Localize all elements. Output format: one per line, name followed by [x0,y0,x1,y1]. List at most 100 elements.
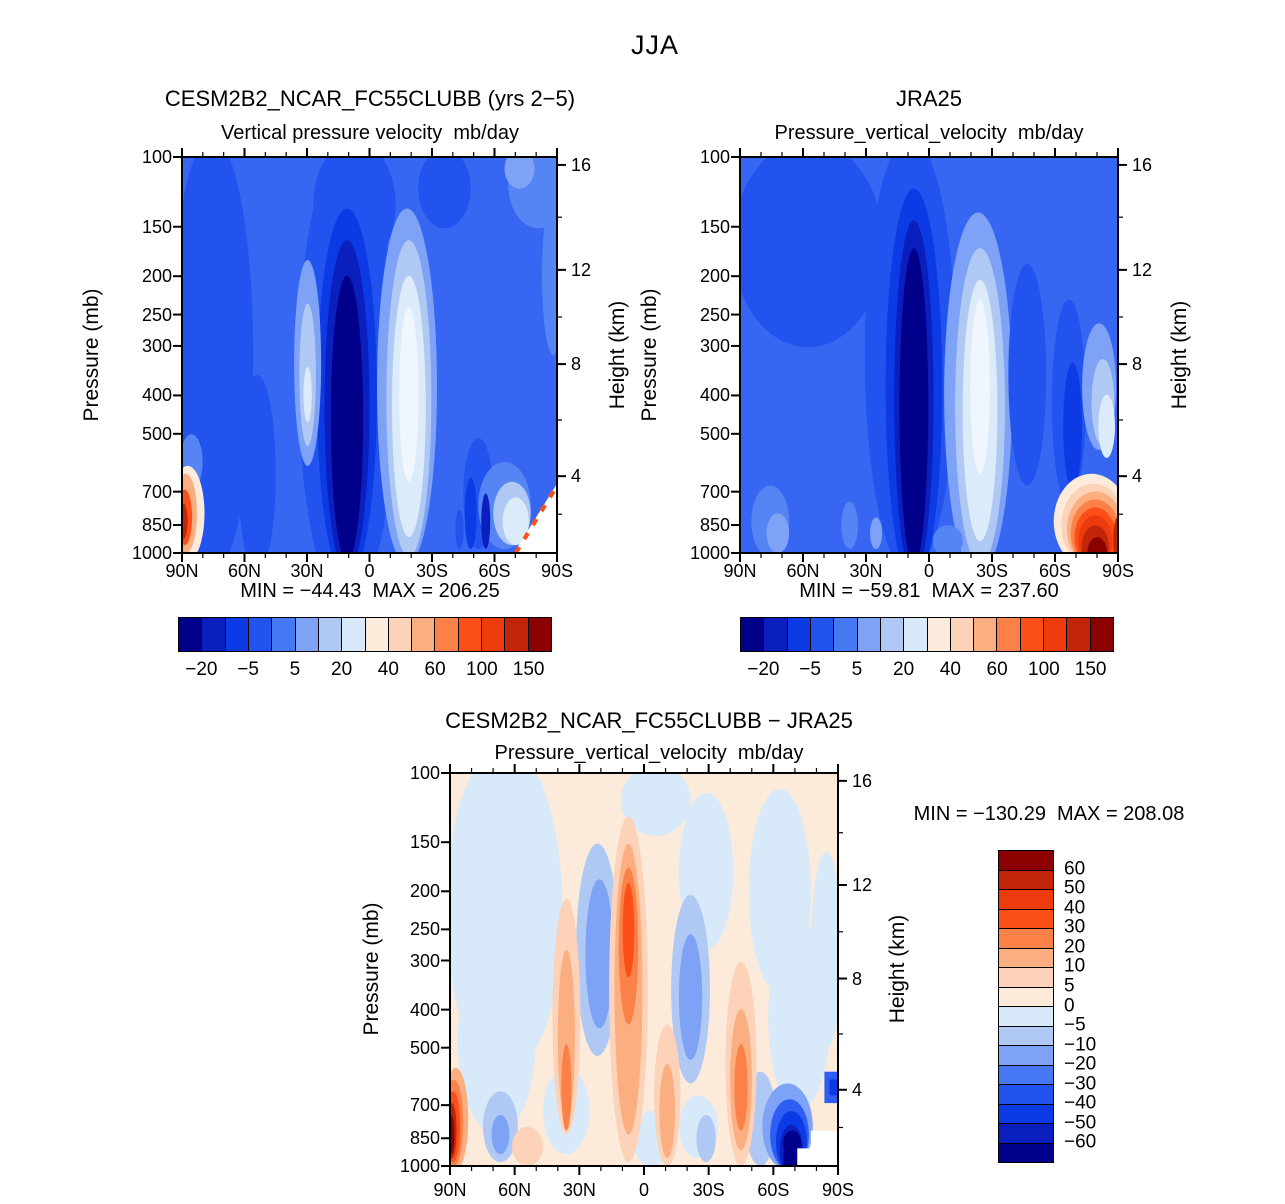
height-tick-label: 4 [571,466,582,487]
lat-tick-label: 90S [1101,561,1135,581]
height-axis-title-obs: Height (km) [1168,300,1191,410]
colorbar-segment [998,1025,1054,1046]
lat-tick-label: 90N [165,561,199,581]
contour-plot-diff [441,764,847,1175]
colorbar-tick-label: 60 [1064,858,1086,880]
colorbar-segment [411,617,436,652]
height-tick-label: 4 [1132,466,1143,487]
colorbar-segment [998,1064,1054,1085]
colorbar-tick-label: 5 [289,659,301,680]
pressure-tick-label: 200 [141,266,172,287]
pressure-tick-label: 500 [699,423,730,444]
colorbar-segment [998,947,1054,968]
colorbar-segment [504,617,529,652]
colorbar-tick-label: 40 [1064,897,1086,919]
pressure-tick-label: 150 [699,216,730,237]
pressure-tick-label: 400 [699,385,730,406]
colorbar-segment [294,617,319,652]
height-tick-label: 8 [852,968,863,989]
colorbar-tick-label: 150 [1074,659,1107,680]
colorbar-segment [341,617,366,652]
colorbar-segment [998,1045,1054,1066]
lat-tick-label: 60S [478,561,511,581]
height-tick-label: 8 [1132,354,1143,375]
lat-tick-label: 60S [757,1180,790,1200]
height-axis-title-model: Height (km) [606,300,629,410]
colorbar-segment [317,617,343,652]
pressure-tick-label: 500 [409,1037,440,1058]
contour-plot-obs [731,148,1127,562]
lat-tick-label: 30N [290,561,324,581]
pressure-tick-label: 500 [141,423,172,444]
lat-tick-label: 90N [433,1180,467,1200]
height-tick-label: 8 [571,354,582,375]
topography-dashed-line [514,484,557,554]
colorbar-segment [224,617,249,652]
panel-obs-title: JRA25 [895,86,963,111]
contour-plot-model [173,148,566,562]
colorbar-tick-label: 40 [377,659,399,680]
colorbar-tick-label: 150 [512,659,545,680]
colorbar-segment [740,617,765,652]
height-tick-label: 16 [1132,154,1153,175]
lat-tick-label: 30S [975,561,1009,581]
pressure-tick-label: 200 [409,881,440,902]
lat-tick-label: 90N [723,561,757,581]
colorbar-obs [740,617,1114,652]
lat-tick-label: 30N [562,1180,596,1200]
colorbar-segment [1043,617,1068,652]
colorbar-segment [271,617,296,652]
colorbar-tick-label: −20 [747,659,780,680]
colorbar-model [178,617,552,652]
colorbar-segment [996,617,1021,652]
lat-tick-label: 60S [1038,561,1072,581]
panel-obs-subtitle: Pressure_vertical_velocity mb/day [774,122,1084,144]
pressure-tick-label: 300 [409,950,440,971]
pressure-tick-label: 150 [141,216,172,237]
pressure-tick-label: 100 [141,147,172,167]
colorbar-diff [998,850,1054,1163]
colorbar-segment [763,617,788,652]
colorbar-tick-label: 60 [424,659,446,680]
colorbar-segment [1089,617,1114,652]
colorbar-segment [527,617,552,652]
colorbar-tick-label: 100 [466,659,498,680]
colorbar-tick-label: −20 [1064,1053,1097,1075]
contour-field-diff [450,773,839,1167]
colorbar-tick-label: 20 [331,659,353,680]
colorbar-segment [481,617,506,652]
colorbar-tick-label: 10 [1064,955,1086,977]
pressure-tick-label: 200 [699,266,730,287]
colorbar-tick-label: 20 [1064,936,1086,958]
height-axis-title-diff: Height (km) [886,914,909,1024]
pressure-tick-label: 400 [409,999,440,1020]
colorbar-tick-label: −20 [185,659,218,680]
panel-diff-title: CESM2B2_NCAR_FC55CLUBB − JRA25 [445,708,853,733]
colorbar-tick-label: 40 [939,659,961,680]
colorbar-segment [998,1006,1054,1027]
panel-diff-subtitle: Pressure_vertical_velocity mb/day [494,742,804,764]
colorbar-segment [201,617,226,652]
pressure-tick-label: 850 [409,1128,440,1149]
pressure-tick-label: 700 [409,1095,440,1116]
colorbar-segment [434,617,459,652]
height-tick-label: 16 [852,770,873,791]
height-tick-label: 4 [852,1079,863,1100]
colorbar-segment [998,986,1054,1007]
colorbar-tick-label: 5 [851,659,863,680]
colorbar-tick-label: 20 [893,659,915,680]
colorbar-segment [178,617,203,652]
colorbar-tick-label: 5 [1064,975,1075,997]
lat-tick-label: 30S [692,1180,725,1200]
colorbar-segment [1019,617,1045,652]
lat-tick-label: 60N [227,561,262,581]
colorbar-tick-label: −5 [1064,1014,1086,1036]
colorbar-segment [998,889,1054,910]
pressure-tick-label: 100 [699,147,730,167]
colorbar-segment [903,617,928,652]
pressure-tick-label: 850 [699,515,730,536]
colorbar-segment [949,617,975,652]
lat-tick-label: 0 [638,1180,650,1200]
lat-tick-label: 60N [498,1180,532,1200]
height-tick-label: 12 [852,875,873,895]
